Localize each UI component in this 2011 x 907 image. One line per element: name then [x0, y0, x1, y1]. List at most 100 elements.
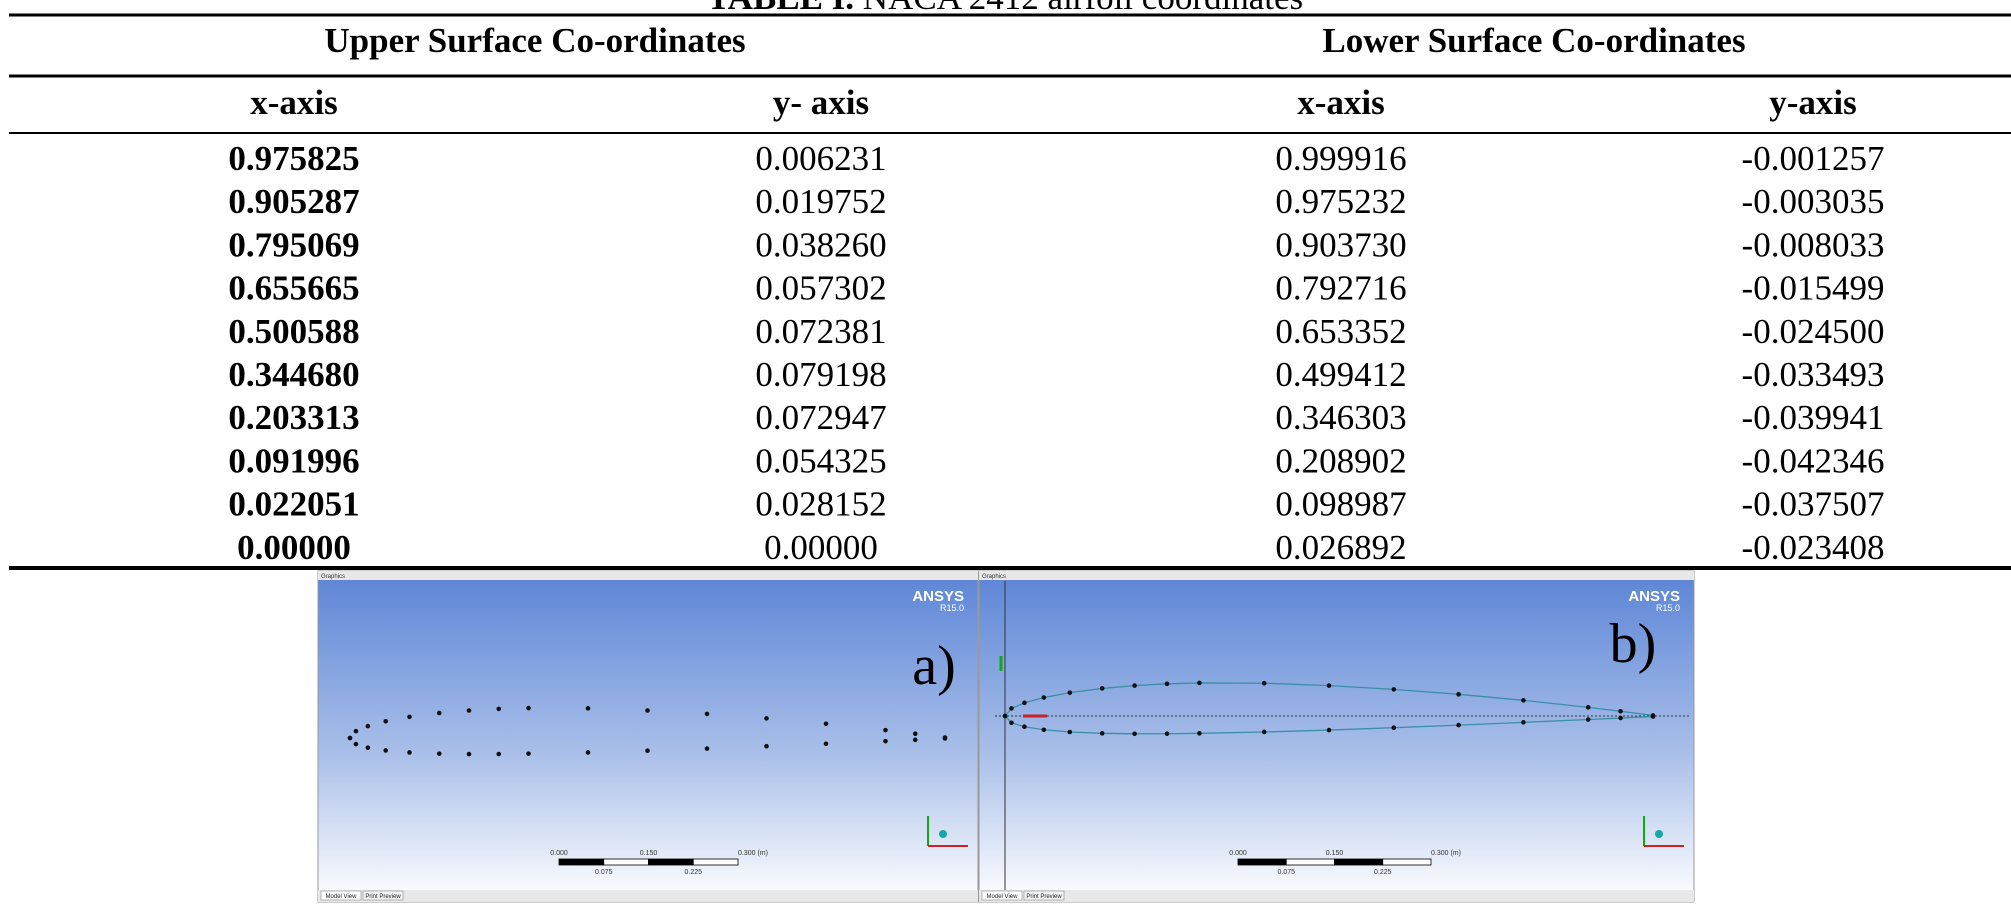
brand: ANSYS [912, 588, 964, 605]
cell: 0.975825 [228, 139, 359, 178]
cell: 0.975232 [1275, 182, 1406, 221]
panel-bar [979, 571, 1694, 580]
point [645, 708, 650, 713]
point [764, 716, 769, 721]
panel-bar [318, 571, 978, 580]
cell: -0.015499 [1742, 269, 1885, 308]
point [1585, 717, 1591, 722]
scale-segment [1285, 858, 1335, 866]
point [1164, 681, 1170, 687]
cell: -0.039941 [1742, 398, 1885, 437]
version: R15.0 [1656, 603, 1680, 613]
point [1009, 720, 1014, 726]
point [1099, 686, 1105, 691]
point [365, 745, 371, 750]
point [912, 731, 918, 737]
point [353, 741, 359, 747]
cell: 0.795069 [228, 225, 359, 264]
cell: 0.499412 [1275, 355, 1406, 394]
caption-label: TABLE I. [707, 0, 854, 17]
cell: -0.008033 [1742, 225, 1885, 264]
cell: 0.019752 [755, 182, 886, 221]
cell: 0.057302 [755, 269, 886, 308]
scale-label: 0.225 [1374, 869, 1392, 876]
point [1618, 715, 1623, 721]
cell: 0.346303 [1275, 398, 1406, 437]
cell: -0.001257 [1742, 139, 1885, 178]
scale-label: 0.075 [595, 869, 613, 876]
cell: 0.006231 [755, 139, 886, 178]
scale-segment [1334, 858, 1384, 866]
scale-segment [603, 858, 649, 866]
scale-segment [692, 858, 739, 866]
tab-label: Model View [326, 894, 358, 900]
point [1261, 729, 1267, 735]
point [704, 746, 710, 751]
panel-label: b) [1610, 613, 1657, 675]
point [496, 706, 502, 712]
point [407, 750, 412, 755]
tab-strip [318, 890, 978, 902]
cell: -0.003035 [1742, 182, 1885, 221]
cell: 0.999916 [1275, 139, 1406, 178]
point [883, 738, 888, 744]
scale-label: 0.000 [550, 850, 568, 857]
cell: 0.054325 [755, 441, 886, 480]
tab-label: Model View [987, 894, 1019, 900]
panel-label: a) [912, 635, 956, 697]
cell: 0.792716 [1275, 269, 1406, 308]
point [764, 743, 769, 749]
viewport [978, 570, 1695, 903]
scale-label: 0.300 (m) [738, 850, 768, 857]
point [1022, 724, 1027, 730]
point [383, 748, 389, 753]
point [1456, 722, 1461, 728]
cell: -0.023408 [1742, 528, 1885, 567]
point [1521, 698, 1526, 703]
tab [362, 890, 404, 901]
scale-segment [1382, 858, 1432, 866]
tab-strip [979, 890, 1694, 902]
point [912, 737, 918, 743]
point [585, 750, 591, 755]
cell: -0.042346 [1742, 441, 1885, 480]
cell: 0.091996 [228, 441, 359, 480]
point [1618, 708, 1623, 714]
point [1041, 695, 1047, 700]
tab-label: Print Preview [1026, 894, 1062, 900]
cell: -0.037507 [1742, 485, 1885, 524]
point [526, 751, 531, 756]
cell: 0.655665 [228, 269, 359, 308]
column-header: y-axis [1769, 83, 1857, 122]
point [823, 741, 829, 747]
point [1197, 731, 1202, 736]
point [1041, 727, 1047, 733]
point [1067, 690, 1073, 695]
cell: 0.079198 [755, 355, 886, 394]
point [466, 751, 472, 757]
point [526, 705, 531, 711]
scale-segment [648, 858, 694, 866]
caption-title: NACA 2412 airfoil coordinates [863, 0, 1303, 17]
point [1326, 683, 1332, 688]
tab [1023, 890, 1065, 901]
cell: 0.098987 [1275, 485, 1406, 524]
point [1521, 720, 1526, 725]
brand: ANSYS [1628, 588, 1680, 605]
point [383, 719, 389, 724]
cell: 0.208902 [1275, 441, 1406, 480]
point [436, 710, 442, 716]
panel-title: Graphics [321, 574, 345, 580]
point [1132, 731, 1137, 737]
point [823, 721, 829, 727]
point [1002, 713, 1008, 719]
cell: 0.072381 [755, 312, 886, 351]
group-header: Lower Surface Co-ordinates [1322, 21, 1745, 60]
cell: 0.026892 [1275, 528, 1406, 567]
scale-label: 0.075 [1277, 869, 1295, 876]
point [942, 736, 948, 741]
tab-label: Print Preview [365, 894, 401, 900]
